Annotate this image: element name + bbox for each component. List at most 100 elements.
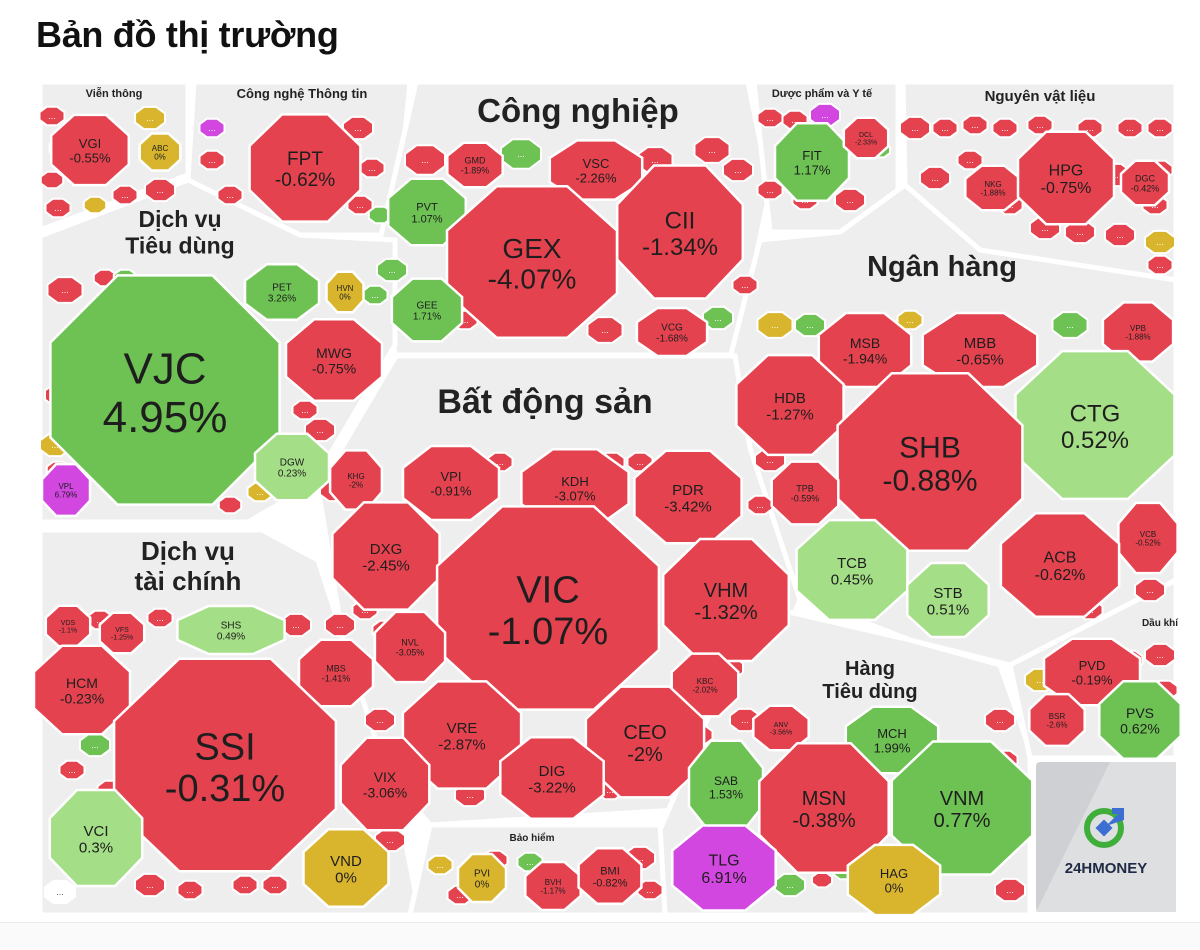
minor-stock-tile[interactable] bbox=[722, 157, 754, 183]
stock-tile-pdr[interactable]: PDR-3.42% bbox=[633, 449, 743, 545]
minor-stock-tile[interactable] bbox=[39, 170, 65, 190]
minor-stock-tile[interactable] bbox=[1064, 219, 1096, 245]
stock-tile-shape[interactable] bbox=[386, 177, 468, 247]
stock-tile-shape[interactable] bbox=[752, 704, 810, 752]
stock-tile-shape[interactable] bbox=[1098, 679, 1182, 761]
stock-tile-shb[interactable]: SHB-0.88% bbox=[836, 372, 1024, 552]
minor-stock-tile[interactable] bbox=[376, 257, 408, 283]
minor-stock-tile[interactable] bbox=[961, 114, 989, 136]
stock-tile-shape[interactable] bbox=[390, 277, 464, 343]
stock-tile-nvl[interactable]: NVL-3.05% bbox=[373, 610, 447, 684]
stock-tile-shape[interactable] bbox=[445, 184, 619, 340]
minor-stock-tile[interactable] bbox=[984, 707, 1016, 733]
minor-stock-tile[interactable] bbox=[426, 854, 454, 876]
stock-tile-shape[interactable] bbox=[243, 263, 321, 321]
stock-tile-tpb[interactable]: TPB-0.59% bbox=[770, 460, 840, 526]
stock-tile-kbc[interactable]: KBC-2.02% bbox=[670, 652, 740, 718]
minor-stock-tile[interactable] bbox=[79, 732, 111, 758]
minor-stock-tile[interactable] bbox=[198, 117, 226, 139]
stock-tile-vfs[interactable]: VFS-1.25% bbox=[98, 611, 146, 655]
minor-stock-tile[interactable] bbox=[1116, 117, 1144, 139]
stock-tile-shape[interactable] bbox=[1119, 159, 1171, 207]
minor-stock-tile[interactable] bbox=[134, 872, 166, 898]
minor-stock-tile[interactable] bbox=[746, 494, 774, 516]
stock-tile-bsr[interactable]: BSR-2.6% bbox=[1028, 692, 1086, 748]
minor-stock-tile[interactable] bbox=[991, 117, 1019, 139]
stock-tile-ssi[interactable]: SSI-0.31% bbox=[112, 657, 338, 873]
stock-tile-shape[interactable] bbox=[964, 164, 1022, 212]
minor-stock-tile[interactable] bbox=[134, 105, 166, 131]
stock-tile-vpb[interactable]: VPB-1.88% bbox=[1101, 301, 1175, 363]
minor-stock-tile[interactable] bbox=[111, 184, 139, 206]
stock-tile-hpg[interactable]: HPG-0.75% bbox=[1016, 130, 1116, 226]
stock-tile-shape[interactable] bbox=[49, 274, 281, 506]
minor-stock-tile[interactable] bbox=[144, 177, 176, 203]
minor-stock-tile[interactable] bbox=[1134, 577, 1166, 603]
stock-tile-anv[interactable]: ANV-3.56% bbox=[752, 704, 810, 752]
stock-tile-shape[interactable] bbox=[32, 644, 132, 736]
stock-tile-hdb[interactable]: HDB-1.27% bbox=[735, 353, 845, 457]
minor-stock-tile[interactable] bbox=[931, 117, 959, 139]
stock-tile-shape[interactable] bbox=[615, 164, 745, 300]
minor-stock-tile[interactable] bbox=[731, 274, 759, 296]
stock-tile-shape[interactable] bbox=[548, 139, 644, 201]
minor-stock-tile[interactable] bbox=[216, 184, 244, 206]
stock-tile-dcl[interactable]: DCL-2.33% bbox=[842, 116, 890, 160]
stock-tile-bvh[interactable]: BVH-1.17% bbox=[524, 860, 582, 912]
stock-tile-shape[interactable] bbox=[735, 353, 845, 457]
stock-tile-gex[interactable]: GEX-4.07% bbox=[445, 184, 619, 340]
stock-tile-msn[interactable]: MSN-0.38% bbox=[758, 742, 890, 874]
minor-stock-tile[interactable] bbox=[896, 309, 924, 331]
minor-stock-tile[interactable] bbox=[198, 149, 226, 171]
minor-stock-tile[interactable] bbox=[919, 165, 951, 191]
stock-tile-cii[interactable]: CII-1.34% bbox=[615, 164, 745, 300]
stock-tile-shape[interactable] bbox=[49, 113, 131, 187]
minor-stock-tile[interactable] bbox=[146, 607, 174, 629]
minor-stock-tile[interactable] bbox=[756, 107, 784, 129]
minor-stock-tile[interactable] bbox=[38, 105, 66, 127]
stock-tile-nkg[interactable]: NKG-1.88% bbox=[964, 164, 1022, 212]
minor-stock-tile[interactable] bbox=[46, 276, 84, 304]
minor-stock-tile[interactable] bbox=[811, 871, 833, 889]
stock-tile-shape[interactable] bbox=[906, 561, 990, 639]
minor-stock-tile[interactable] bbox=[1146, 117, 1174, 139]
stock-tile-mwg[interactable]: MWG-0.75% bbox=[284, 318, 384, 402]
stock-tile-shape[interactable] bbox=[112, 657, 338, 873]
stock-tile-vds[interactable]: VDS-1.1% bbox=[44, 604, 92, 648]
stock-tile-dig[interactable]: DIG-3.22% bbox=[499, 736, 605, 820]
stock-tile-shape[interactable] bbox=[577, 847, 643, 905]
minor-stock-tile[interactable] bbox=[342, 115, 374, 141]
stock-tile-hcm[interactable]: HCM-0.23% bbox=[32, 644, 132, 736]
stock-tile-vcb[interactable]: VCB-0.52% bbox=[1117, 501, 1179, 575]
stock-tile-dgc[interactable]: DGC-0.42% bbox=[1119, 159, 1171, 207]
stock-tile-shape[interactable] bbox=[836, 372, 1024, 552]
minor-stock-tile[interactable] bbox=[58, 759, 86, 781]
stock-tile-shape[interactable] bbox=[40, 462, 92, 518]
stock-tile-shape[interactable] bbox=[339, 736, 431, 832]
minor-stock-tile[interactable] bbox=[794, 312, 826, 338]
stock-tile-ceo[interactable]: CEO-2% bbox=[584, 685, 706, 799]
stock-tile-shape[interactable] bbox=[284, 318, 384, 402]
minor-stock-tile[interactable] bbox=[1146, 254, 1174, 276]
stock-tile-shape[interactable] bbox=[48, 788, 144, 888]
stock-tile-shape[interactable] bbox=[635, 306, 709, 358]
minor-stock-tile[interactable] bbox=[82, 195, 108, 215]
stock-tile-vhm[interactable]: VHM-1.32% bbox=[661, 537, 791, 663]
stock-tile-shape[interactable] bbox=[297, 638, 375, 708]
stock-tile-shape[interactable] bbox=[435, 505, 661, 711]
stock-tile-shape[interactable] bbox=[524, 860, 582, 912]
stock-tile-shape[interactable] bbox=[758, 742, 890, 874]
